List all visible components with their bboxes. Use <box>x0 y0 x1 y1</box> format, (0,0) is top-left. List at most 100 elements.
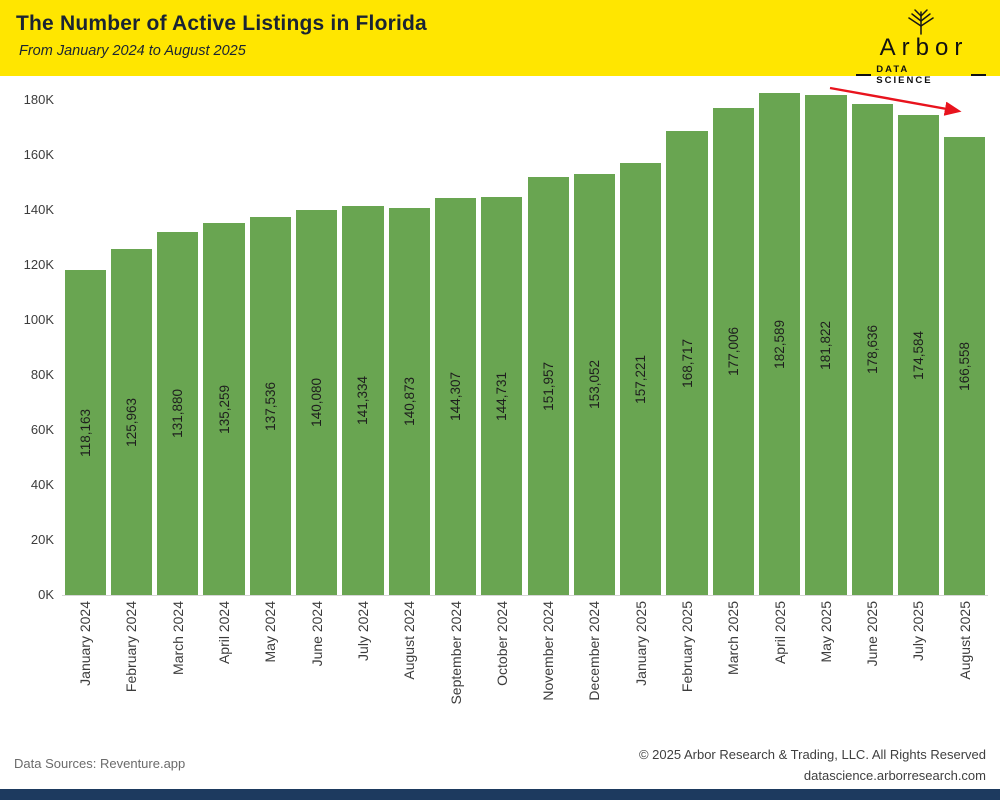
x-label-area: September 2024 <box>432 595 478 751</box>
bar-column: 125,963 February 2024 <box>108 85 154 751</box>
x-label-area: February 2025 <box>664 595 710 751</box>
bar-january-2025[interactable]: 157,221 <box>620 163 662 595</box>
bar-value-label: 166,558 <box>957 341 973 391</box>
bar-june-2024[interactable]: 140,080 <box>296 210 338 595</box>
bar-column: 174,584 July 2025 <box>895 85 941 751</box>
bar-value-label: 144,731 <box>494 371 510 421</box>
x-label-area: March 2025 <box>710 595 756 751</box>
bars-row: 118,163 January 2024 125,963 February 2024 1… <box>62 85 988 751</box>
bar-value-label: 135,259 <box>216 384 232 434</box>
data-source: Data Sources: Reventure.app <box>14 756 186 771</box>
bar-august-2025[interactable]: 166,558 <box>944 137 986 595</box>
bar-area: 174,584 <box>895 85 941 595</box>
x-label-area: April 2025 <box>756 595 802 751</box>
bar-july-2024[interactable]: 141,334 <box>342 206 384 595</box>
bar-october-2024[interactable]: 144,731 <box>481 197 523 595</box>
title-block: The Number of Active Listings in Florida… <box>16 12 427 59</box>
bar-column: 144,307 September 2024 <box>432 85 478 751</box>
bar-value-label: 153,052 <box>586 360 602 409</box>
bar-area: 131,880 <box>155 85 201 595</box>
bar-june-2025[interactable]: 178,636 <box>851 104 893 595</box>
logo-tagline-row: DATA SCIENCE <box>856 64 986 86</box>
x-label-area: May 2025 <box>803 595 849 751</box>
y-tick-label: 0K <box>38 587 54 602</box>
x-label-area: July 2024 <box>340 595 386 751</box>
bar-column: 144,731 October 2024 <box>479 85 525 751</box>
bar-value-label: 125,963 <box>123 397 139 447</box>
bar-february-2025[interactable]: 168,717 <box>666 131 708 595</box>
bar-value-label: 151,957 <box>540 361 556 411</box>
bar-february-2024[interactable]: 125,963 <box>110 249 153 595</box>
bar-area: 177,006 <box>710 85 756 595</box>
x-axis-label: December 2024 <box>586 601 603 701</box>
bar-november-2024[interactable]: 151,957 <box>527 177 569 595</box>
x-axis-label: August 2024 <box>401 601 418 680</box>
bar-area: 141,334 <box>340 85 386 595</box>
bar-may-2024[interactable]: 137,536 <box>249 217 291 595</box>
bar-value-label: 118,163 <box>77 408 93 457</box>
bar-april-2025[interactable]: 182,589 <box>759 93 801 595</box>
x-axis-label: January 2024 <box>77 601 94 686</box>
x-label-area: August 2025 <box>942 595 988 751</box>
y-tick-label: 120K <box>23 257 54 272</box>
bar-area: 125,963 <box>108 85 154 595</box>
trend-arrow-annotation <box>829 86 962 116</box>
bar-column: 131,880 March 2024 <box>155 85 201 751</box>
bar-january-2024[interactable]: 118,163 <box>64 270 106 595</box>
y-tick-label: 60K <box>30 422 54 437</box>
bar-value-label: 177,006 <box>725 327 741 376</box>
bar-july-2025[interactable]: 174,584 <box>897 115 940 595</box>
bar-march-2024[interactable]: 131,880 <box>157 232 199 595</box>
x-label-area: June 2025 <box>849 595 895 751</box>
x-label-area: August 2024 <box>386 595 432 751</box>
x-axis-label: August 2025 <box>956 601 973 680</box>
bar-area: 178,636 <box>849 85 895 595</box>
bar-september-2024[interactable]: 144,307 <box>434 198 477 595</box>
page-title: The Number of Active Listings in Florida <box>16 12 427 35</box>
bar-column: 181,822 May 2025 <box>803 85 849 751</box>
x-axis-label: April 2024 <box>216 601 233 665</box>
x-axis-label: November 2024 <box>540 601 557 701</box>
x-axis-label: July 2024 <box>354 601 371 661</box>
bar-area: 182,589 <box>756 85 802 595</box>
bar-column: 153,052 December 2024 <box>571 85 617 751</box>
bar-area: 144,307 <box>432 85 478 595</box>
x-axis-label: June 2024 <box>308 601 325 667</box>
bar-may-2025[interactable]: 181,822 <box>805 95 847 595</box>
x-axis-label: May 2025 <box>817 601 834 663</box>
bar-august-2024[interactable]: 140,873 <box>388 208 430 595</box>
x-label-area: March 2024 <box>155 595 201 751</box>
bar-march-2025[interactable]: 177,006 <box>712 108 754 595</box>
x-label-area: November 2024 <box>525 595 571 751</box>
x-label-area: April 2024 <box>201 595 247 751</box>
bar-area: 140,080 <box>293 85 339 595</box>
x-axis-label: March 2024 <box>169 601 186 675</box>
y-tick-label: 40K <box>30 477 54 492</box>
bar-value-label: 178,636 <box>864 325 880 374</box>
y-tick-label: 100K <box>23 312 54 327</box>
y-tick-label: 180K <box>23 92 54 107</box>
bar-area: 166,558 <box>942 85 988 595</box>
bar-area: 137,536 <box>247 85 293 595</box>
x-axis-label: February 2024 <box>123 601 140 693</box>
bar-column: 140,080 June 2024 <box>293 85 339 751</box>
y-tick-label: 20K <box>30 532 54 547</box>
bar-column: 135,259 April 2024 <box>201 85 247 751</box>
logo-rule-left <box>856 74 872 76</box>
bottom-accent-bar <box>0 789 1000 800</box>
bar-area: 135,259 <box>201 85 247 595</box>
bar-column: 140,873 August 2024 <box>386 85 432 751</box>
website-text: datascience.arborresearch.com <box>803 768 986 783</box>
bar-column: 151,957 November 2024 <box>525 85 571 751</box>
copyright-text: © 2025 Arbor Research & Trading, LLC. Al… <box>638 747 986 762</box>
bar-column: 137,536 May 2024 <box>247 85 293 751</box>
footer-right: © 2025 Arbor Research & Trading, LLC. Al… <box>639 744 986 786</box>
x-label-area: February 2024 <box>108 595 154 751</box>
bar-december-2024[interactable]: 153,052 <box>573 174 616 595</box>
bar-value-label: 144,307 <box>448 372 464 421</box>
bar-value-label: 182,589 <box>772 319 788 369</box>
bar-value-label: 137,536 <box>262 381 278 431</box>
x-label-area: January 2025 <box>618 595 664 751</box>
bar-april-2024[interactable]: 135,259 <box>203 223 245 595</box>
